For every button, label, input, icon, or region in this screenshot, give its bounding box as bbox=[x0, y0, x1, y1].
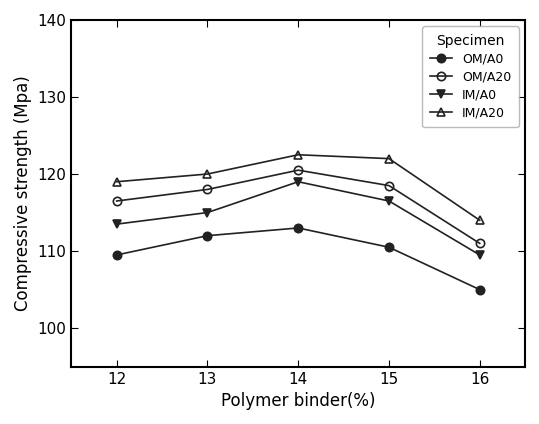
IM/A20 bbox=[204, 171, 211, 176]
IM/A20 bbox=[386, 156, 392, 161]
Y-axis label: Compressive strength (Mpa): Compressive strength (Mpa) bbox=[14, 75, 32, 311]
Line: OM/A0: OM/A0 bbox=[113, 224, 484, 294]
X-axis label: Polymer binder(%): Polymer binder(%) bbox=[221, 392, 376, 410]
OM/A20 bbox=[204, 187, 211, 192]
IM/A0 bbox=[204, 210, 211, 215]
OM/A0 bbox=[204, 233, 211, 238]
IM/A0 bbox=[295, 179, 301, 184]
IM/A20 bbox=[113, 179, 120, 184]
IM/A0 bbox=[113, 222, 120, 227]
OM/A0 bbox=[476, 287, 483, 292]
OM/A20 bbox=[386, 183, 392, 188]
OM/A0 bbox=[113, 252, 120, 257]
OM/A20 bbox=[295, 167, 301, 173]
IM/A0 bbox=[386, 198, 392, 204]
Line: IM/A0: IM/A0 bbox=[113, 178, 484, 259]
OM/A20 bbox=[476, 241, 483, 246]
Legend: OM/A0, OM/A20, IM/A0, IM/A20: OM/A0, OM/A20, IM/A0, IM/A20 bbox=[422, 26, 519, 127]
IM/A20 bbox=[295, 152, 301, 157]
IM/A0 bbox=[476, 252, 483, 257]
IM/A20 bbox=[476, 218, 483, 223]
Line: IM/A20: IM/A20 bbox=[113, 151, 484, 224]
OM/A0 bbox=[295, 226, 301, 231]
OM/A0 bbox=[386, 245, 392, 250]
Line: OM/A20: OM/A20 bbox=[113, 166, 484, 248]
OM/A20 bbox=[113, 198, 120, 204]
